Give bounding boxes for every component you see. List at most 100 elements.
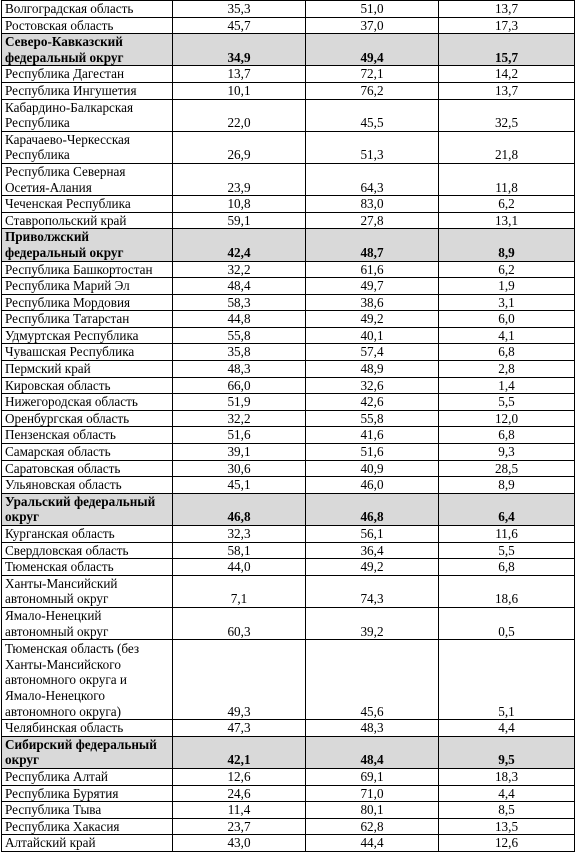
value-1-cell: 48,3 <box>172 360 306 378</box>
region-row: Кабардино-Балкарская Республика 22,0 45,5 3… <box>1 98 575 132</box>
value-1-cell: 23,7 <box>172 817 306 836</box>
region-row: Республика Дагестан 13,7 72,1 14,2 <box>1 65 575 83</box>
region-row: Удмуртская Республика 55,8 40,1 4,1 <box>1 326 575 345</box>
value-2-cell: 45,6 <box>305 639 439 721</box>
value-1-cell: 39,1 <box>172 443 306 461</box>
value-3-cell: 5,1 <box>438 639 575 721</box>
region-row: Нижегородская область 51,9 42,6 5,5 <box>1 393 575 411</box>
region-row: Алтайский край 43,0 44,4 12,6 <box>1 834 575 852</box>
value-3-cell: 5,5 <box>438 541 575 560</box>
region-row: Республика Марий Эл 48,4 49,7 1,9 <box>1 277 575 295</box>
value-2-cell: 42,6 <box>305 393 439 411</box>
region-name-cell: Самарская область <box>1 443 173 461</box>
region-name-cell: Республика Хакасия <box>1 817 173 836</box>
value-1-cell: 60,3 <box>172 606 306 641</box>
region-name-cell: Республика Северная Осетия-Алания <box>1 162 173 197</box>
region-row: Оренбургская область 32,2 55,8 12,0 <box>1 409 575 428</box>
value-3-cell: 13,7 <box>438 0 575 18</box>
region-name-cell: Ханты-Мансийский автономный округ <box>1 574 173 608</box>
region-row: Республика Северная Осетия-Алания 23,9 64,… <box>1 162 575 197</box>
region-name-cell: Приволжский федеральный округ <box>1 228 173 262</box>
region-name-cell: Ямало-Ненецкий автономный округ <box>1 606 173 641</box>
region-row: Республика Ингушетия 10,1 76,2 13,7 <box>1 81 575 100</box>
region-row: Ханты-Мансийский автономный округ 7,1 74,3… <box>1 574 575 608</box>
value-3-cell: 6,8 <box>438 558 575 576</box>
region-name-cell: Республика Марий Эл <box>1 277 173 295</box>
value-3-cell: 6,2 <box>438 260 575 279</box>
region-row: Тюменская область 44,0 49,2 6,8 <box>1 558 575 576</box>
region-name-cell: Чувашская Республика <box>1 343 173 362</box>
value-3-cell: 11,8 <box>438 162 575 197</box>
value-2-cell: 38,6 <box>305 293 439 312</box>
region-name-cell: Чеченская Республика <box>1 195 173 213</box>
value-3-cell: 6,8 <box>438 426 575 445</box>
value-1-cell: 58,3 <box>172 293 306 312</box>
value-1-cell: 49,3 <box>172 639 306 721</box>
federal-district-row: Приволжский федеральный округ 42,4 48,7 8,9 <box>1 228 575 262</box>
region-name-cell: Алтайский край <box>1 834 173 852</box>
value-1-cell: 26,9 <box>172 130 306 164</box>
value-2-cell: 49,7 <box>305 277 439 295</box>
region-name-cell: Карачаево-Черкесская Республика <box>1 130 173 164</box>
value-2-cell: 32,6 <box>305 376 439 395</box>
region-row: Республика Башкортостан 32,2 61,6 6,2 <box>1 260 575 279</box>
value-2-cell: 51,3 <box>305 130 439 164</box>
region-name-cell: Сибирский федеральный округ <box>1 735 173 769</box>
value-2-cell: 69,1 <box>305 767 439 786</box>
value-3-cell: 13,7 <box>438 81 575 100</box>
region-name-cell: Республика Алтай <box>1 767 173 786</box>
value-3-cell: 8,9 <box>438 476 575 494</box>
value-1-cell: 51,6 <box>172 426 306 445</box>
value-1-cell: 12,6 <box>172 767 306 786</box>
region-name-cell: Челябинская область <box>1 719 173 737</box>
value-1-cell: 32,3 <box>172 525 306 543</box>
federal-district-row: Уральский федеральный округ 46,8 46,8 6,4 <box>1 492 575 527</box>
region-name-cell: Кировская область <box>1 376 173 395</box>
value-1-cell: 55,8 <box>172 326 306 345</box>
region-name-cell: Курганская область <box>1 525 173 543</box>
value-2-cell: 48,3 <box>305 719 439 737</box>
value-2-cell: 49,2 <box>305 310 439 328</box>
value-1-cell: 24,6 <box>172 784 306 803</box>
region-row: Тюменская область (без Ханты-Мансийского… <box>1 639 575 721</box>
region-name-cell: Республика Башкортостан <box>1 260 173 279</box>
value-2-cell: 48,9 <box>305 360 439 378</box>
region-row: Республика Хакасия 23,7 62,8 13,5 <box>1 817 575 836</box>
value-3-cell: 4,1 <box>438 326 575 345</box>
value-1-cell: 7,1 <box>172 574 306 608</box>
value-3-cell: 12,6 <box>438 834 575 852</box>
value-1-cell: 51,9 <box>172 393 306 411</box>
region-name-cell: Пермский край <box>1 360 173 378</box>
value-2-cell: 71,0 <box>305 784 439 803</box>
region-row: Кировская область 66,0 32,6 1,4 <box>1 376 575 395</box>
region-name-cell: Оренбургская область <box>1 409 173 428</box>
region-name-cell: Свердловская область <box>1 541 173 560</box>
value-1-cell: 43,0 <box>172 834 306 852</box>
value-3-cell: 17,3 <box>438 16 575 35</box>
value-3-cell: 32,5 <box>438 98 575 132</box>
value-3-cell: 6,0 <box>438 310 575 328</box>
value-1-cell: 11,4 <box>172 801 306 819</box>
value-1-cell: 30,6 <box>172 459 306 478</box>
value-1-cell: 66,0 <box>172 376 306 395</box>
value-1-cell: 59,1 <box>172 211 306 230</box>
value-3-cell: 15,7 <box>438 33 575 67</box>
value-1-cell: 32,2 <box>172 260 306 279</box>
value-1-cell: 35,3 <box>172 0 306 18</box>
value-2-cell: 62,8 <box>305 817 439 836</box>
value-3-cell: 6,4 <box>438 492 575 527</box>
value-3-cell: 8,5 <box>438 801 575 819</box>
region-name-cell: Ростовская область <box>1 16 173 35</box>
region-row: Чувашская Республика 35,8 57,4 6,8 <box>1 343 575 362</box>
value-3-cell: 9,5 <box>438 735 575 769</box>
value-3-cell: 6,8 <box>438 343 575 362</box>
region-row: Волгоградская область 35,3 51,0 13,7 <box>1 0 575 18</box>
region-row: Республика Алтай 12,6 69,1 18,3 <box>1 767 575 786</box>
region-name-cell: Волгоградская область <box>1 0 173 18</box>
value-3-cell: 18,6 <box>438 574 575 608</box>
region-name-cell: Кабардино-Балкарская Республика <box>1 98 173 132</box>
region-name-cell: Ульяновская область <box>1 476 173 494</box>
value-2-cell: 45,5 <box>305 98 439 132</box>
value-3-cell: 0,5 <box>438 606 575 641</box>
